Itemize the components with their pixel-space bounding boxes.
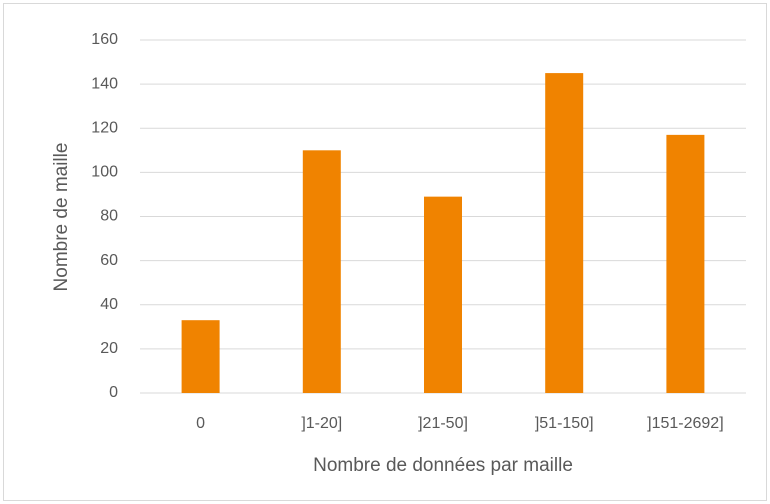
y-tick-label: 100 (91, 164, 118, 181)
x-tick-label: ]51-150] (535, 415, 594, 432)
y-tick-label: 20 (100, 340, 118, 357)
y-axis-title: Nombre de maille (51, 143, 72, 292)
y-tick-label: 160 (91, 31, 118, 48)
y-tick-label: 40 (100, 296, 118, 313)
x-tick-label: 0 (196, 415, 205, 432)
y-tick-label: 120 (91, 119, 118, 136)
bar (424, 196, 462, 393)
bar (666, 134, 705, 393)
chart-border (3, 3, 767, 501)
y-tick-label: 60 (100, 252, 118, 269)
y-tick-label: 140 (91, 75, 118, 92)
y-tick-label: 0 (109, 384, 118, 401)
x-axis-title: Nombre de données par maille (313, 455, 573, 476)
bar (181, 320, 220, 393)
x-tick-label: ]1-20] (301, 415, 342, 432)
x-tick-label: ]151-2692] (647, 415, 724, 432)
x-tick-label: ]21-50] (418, 415, 468, 432)
y-tick-label: 80 (100, 208, 118, 225)
bar (302, 150, 341, 393)
bar (545, 73, 584, 393)
